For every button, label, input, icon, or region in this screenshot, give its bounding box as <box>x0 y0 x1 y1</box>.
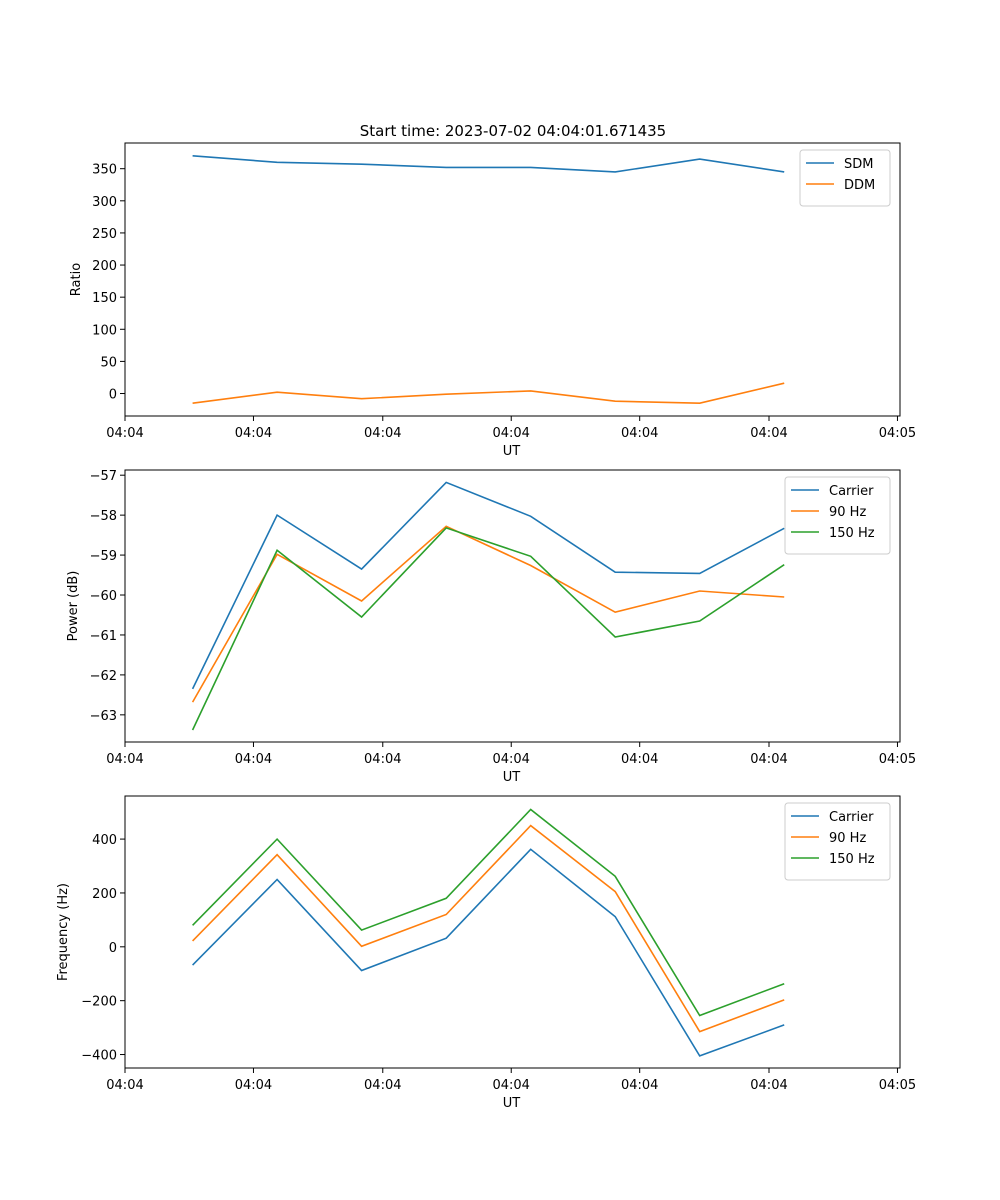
panel0-y-tick-label: 50 <box>100 355 117 370</box>
panel1-x-tick-label: 04:04 <box>364 752 401 767</box>
panel2-y-tick-label: 400 <box>92 833 117 848</box>
panel2-x-tick-label: 04:04 <box>106 1078 143 1093</box>
ratio-panel: 04:04 04:04 04:04 04:04 04:04 04:04 04:05 0 50 10… <box>69 142 916 459</box>
panel0-legend-box <box>799 149 891 207</box>
panel2-y-axis-label: Frequency (Hz) <box>56 883 71 981</box>
panel1-axes-frame <box>124 469 901 743</box>
panel2-x-tick-label: 04:04 <box>750 1078 787 1093</box>
frequency-panel: 04:04 04:04 04:04 04:04 04:04 04:04 04:05 −400 −… <box>56 795 916 1111</box>
panel2-series-line-150-hz <box>192 808 785 1017</box>
panel1-series-line-150-hz <box>191 526 785 731</box>
panel1-x-tick-label: 04:04 <box>106 752 143 767</box>
panel2-y-tick-label: −200 <box>81 995 117 1010</box>
panel0-x-tick-label: 04:04 <box>106 426 143 441</box>
panel0-y-tick-label: 100 <box>92 323 117 338</box>
panel0-x-tick-label: 04:04 <box>364 426 401 441</box>
panel0-x-tick-label: 04:04 <box>750 426 787 441</box>
panel0-legend: SDM DDM <box>799 149 891 207</box>
panel1-legend: Carrier 90 Hz 150 Hz <box>784 476 891 555</box>
panel0-series-line-ddm <box>192 382 785 405</box>
panel0-y-tick-label: 300 <box>92 195 117 210</box>
panel1-legend-label: 90 Hz <box>829 505 866 520</box>
panel2-legend-label: 150 Hz <box>829 852 875 867</box>
panel1-y-axis-label: Power (dB) <box>66 571 81 642</box>
panel2-x-tick-label: 04:04 <box>621 1078 658 1093</box>
panel1-series-line-carrier <box>191 481 785 690</box>
panel1-x-tick-label: 04:04 <box>621 752 658 767</box>
panel2-y-tick-label: −400 <box>81 1049 117 1064</box>
panel1-legend-label: 150 Hz <box>829 526 875 541</box>
panel2-legend-box <box>784 802 891 881</box>
panel1-y-tick-label: −60 <box>90 589 117 604</box>
panel0-x-axis-label: UT <box>503 444 521 459</box>
panel0-y-axis-label: Ratio <box>69 263 84 296</box>
panel1-y-tick-label: −57 <box>90 469 117 484</box>
panel0-x-tick-label: 04:05 <box>879 426 916 441</box>
panel1-x-tick-label: 04:04 <box>492 752 529 767</box>
panel0-axes-frame <box>124 142 901 417</box>
panel2-x-axis-label: UT <box>503 1096 521 1111</box>
panel2-x-tick-label: 04:04 <box>364 1078 401 1093</box>
panel2-x-tick-label: 04:05 <box>879 1078 916 1093</box>
panel0-y-tick-label: 250 <box>92 227 117 242</box>
panel0-x-tick-label: 04:04 <box>235 426 272 441</box>
power-panel: 04:04 04:04 04:04 04:04 04:04 04:04 04:05 −63 −6… <box>66 469 916 785</box>
panel0-series-line-sdm <box>192 155 785 173</box>
panel2-y-tick-label: 0 <box>109 941 117 956</box>
panel0-y-tick-label: 200 <box>92 259 117 274</box>
panel2-x-tick-label: 04:04 <box>235 1078 272 1093</box>
panel1-legend-box <box>784 476 891 555</box>
panel2-y-tick-label: 200 <box>92 887 117 902</box>
panel1-y-tick-label: −58 <box>90 509 117 524</box>
panel2-legend-label: Carrier <box>829 810 874 825</box>
panel2-series-line-carrier <box>192 848 785 1057</box>
panel1-y-tick-label: −59 <box>90 549 117 564</box>
panel2-x-tick-label: 04:04 <box>492 1078 529 1093</box>
panel0-y-tick-label: 350 <box>92 163 117 178</box>
panel1-y-tick-label: −63 <box>90 709 117 724</box>
panel2-axes-frame <box>124 795 901 1069</box>
panel1-x-axis-label: UT <box>503 770 521 785</box>
panel0-legend-label: SDM <box>844 157 873 172</box>
panel1-y-tick-label: −62 <box>90 669 117 684</box>
panel1-x-tick-label: 04:04 <box>235 752 272 767</box>
panel2-legend-label: 90 Hz <box>829 831 866 846</box>
panel0-y-tick-label: 0 <box>109 388 117 403</box>
panel2-series-line-90-hz <box>192 824 785 1033</box>
panel2-legend: Carrier 90 Hz 150 Hz <box>784 802 891 881</box>
panel1-legend-label: Carrier <box>829 484 874 499</box>
panel0-x-tick-label: 04:04 <box>492 426 529 441</box>
panel0-legend-label: DDM <box>844 178 875 193</box>
panel1-x-tick-label: 04:04 <box>750 752 787 767</box>
panel1-y-tick-label: −61 <box>90 629 117 644</box>
panel1-x-tick-label: 04:05 <box>879 752 916 767</box>
panel0-x-tick-label: 04:04 <box>621 426 658 441</box>
chart-title: Start time: 2023-07-02 04:04:01.671435 <box>360 122 666 140</box>
panel0-y-tick-label: 150 <box>92 291 117 306</box>
